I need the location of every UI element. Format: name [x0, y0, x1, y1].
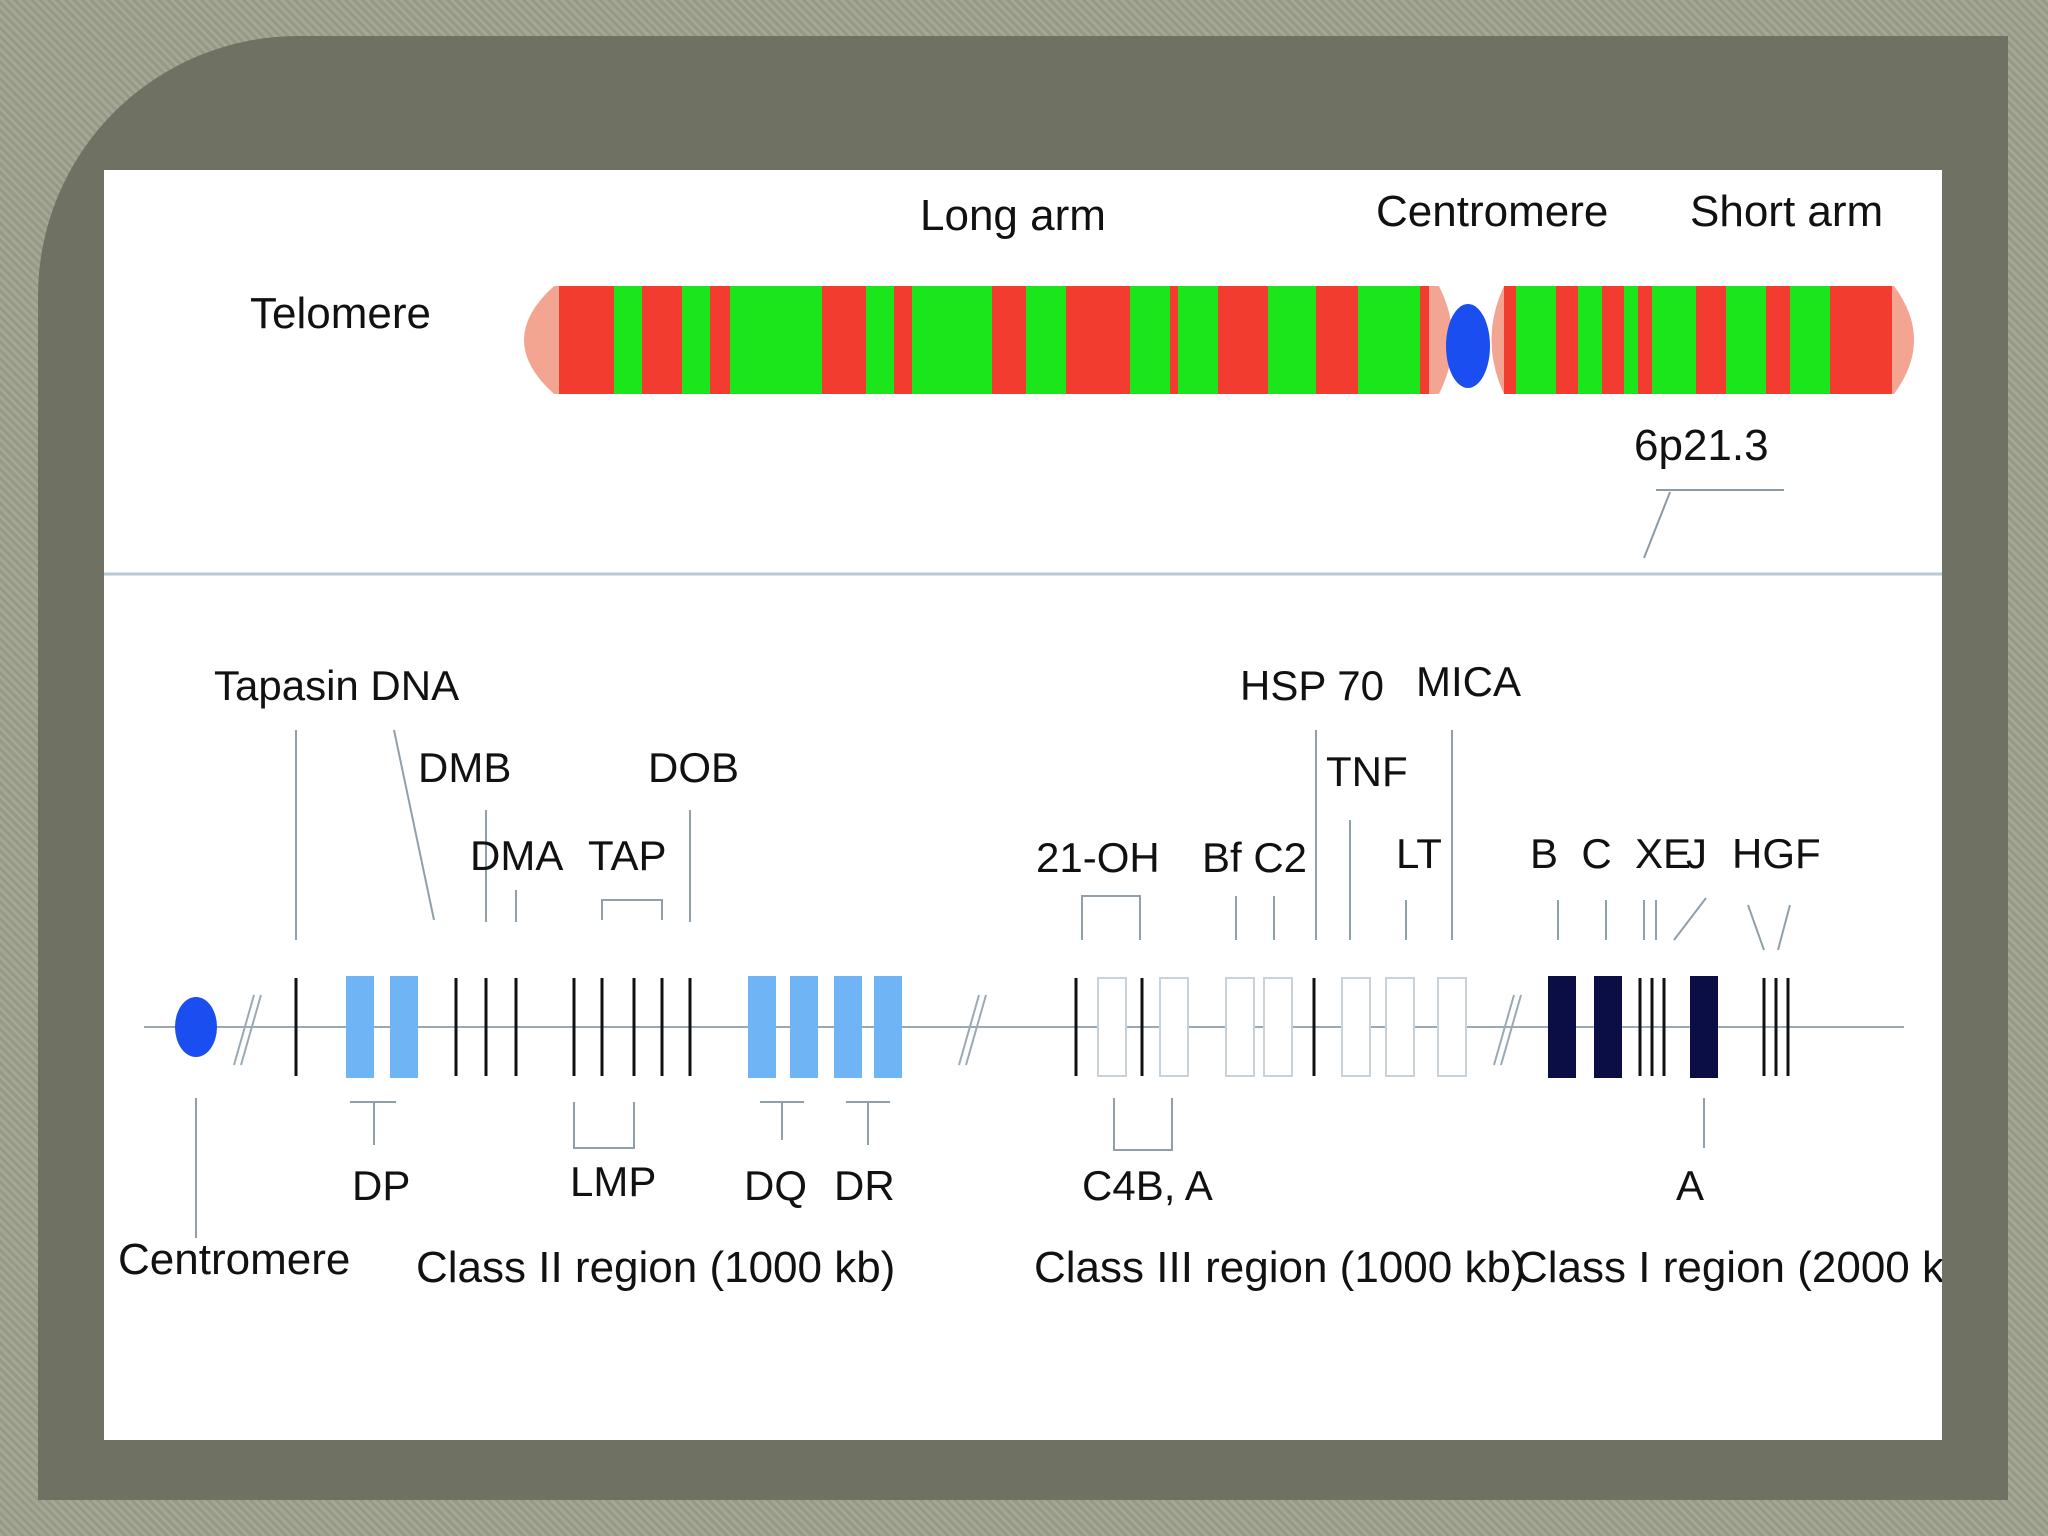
gene-dp-box-2 [390, 976, 418, 1078]
gene-c2-box [1263, 977, 1293, 1077]
gene-dq-box-2 [790, 976, 818, 1078]
label-tapasin-dna: Tapasin DNA [214, 662, 459, 709]
gene-bf-box [1225, 977, 1255, 1077]
gene-dr-box-2 [874, 976, 902, 1078]
long-arm-label: Long arm [920, 191, 1106, 240]
label-tnf: TNF [1326, 748, 1408, 795]
label-a: A [1676, 1162, 1704, 1209]
chromosome-centromere [1446, 304, 1490, 388]
label-class2-region: Class II region (1000 kb) [416, 1243, 895, 1292]
gene-dp-box-1 [346, 976, 374, 1078]
label-lmp: LMP [570, 1158, 656, 1205]
gene-map: Tapasin DNA DMB DMA TAP DOB 21-OH Bf C2 … [118, 658, 1942, 1292]
chromosome: Telomere Long arm Centromere Short arm 6… [104, 187, 1942, 576]
leader-lines [195, 729, 1791, 1238]
label-c4b-a: C4B, A [1082, 1162, 1213, 1209]
gene-tnf-box [1385, 977, 1415, 1077]
zoom-indicator [1643, 489, 1784, 559]
break-marks [233, 994, 1522, 1066]
short-arm-label: Short arm [1690, 187, 1883, 236]
label-hgf: HGF [1732, 830, 1821, 877]
band-6p21-label: 6p21.3 [1634, 421, 1769, 470]
gene-a-box [1690, 976, 1718, 1078]
label-mica: MICA [1416, 658, 1521, 705]
label-dr: DR [834, 1162, 895, 1209]
mhc-diagram: Telomere Long arm Centromere Short arm 6… [104, 170, 1942, 1440]
short-arm-green-bands [1516, 286, 1830, 394]
map-centromere [175, 997, 217, 1057]
label-dob: DOB [648, 744, 739, 791]
gene-dq-box-1 [748, 976, 776, 1078]
label-dp: DP [352, 1162, 410, 1209]
label-class3-region: Class III region (1000 kb) [1034, 1243, 1526, 1292]
label-tap: TAP [588, 832, 667, 879]
gene-dr-box-1 [834, 976, 862, 1078]
gene-c4b-box [1097, 977, 1127, 1077]
label-class1-region: Class I region (2000 kb) [1516, 1243, 1942, 1292]
class3-genes [1097, 977, 1467, 1077]
label-lt: LT [1396, 830, 1442, 877]
short-arm-base [1504, 286, 1892, 394]
class2-genes [346, 976, 902, 1078]
label-hsp70: HSP 70 [1240, 662, 1384, 709]
telomere-label: Telomere [250, 289, 431, 338]
label-dmb: DMB [418, 744, 511, 791]
label-dma: DMA [470, 832, 563, 879]
label-bf-c2: Bf C2 [1202, 834, 1307, 881]
gene-ticks [294, 978, 1790, 1076]
class1-genes [1548, 976, 1718, 1078]
label-j: J [1686, 830, 1707, 877]
gene-c4a-box [1159, 977, 1189, 1077]
gene-b-box [1548, 976, 1576, 1078]
gene-mica-box [1437, 977, 1467, 1077]
gene-hsp70-box [1341, 977, 1371, 1077]
label-map-centromere: Centromere [118, 1235, 350, 1284]
centromere-top-label: Centromere [1376, 187, 1608, 236]
label-21-oh: 21-OH [1036, 834, 1160, 881]
label-b-c-xe: B C XE [1530, 830, 1691, 877]
gene-c-box [1594, 976, 1622, 1078]
label-dq: DQ [744, 1162, 807, 1209]
long-arm-green-bands [614, 286, 1420, 394]
